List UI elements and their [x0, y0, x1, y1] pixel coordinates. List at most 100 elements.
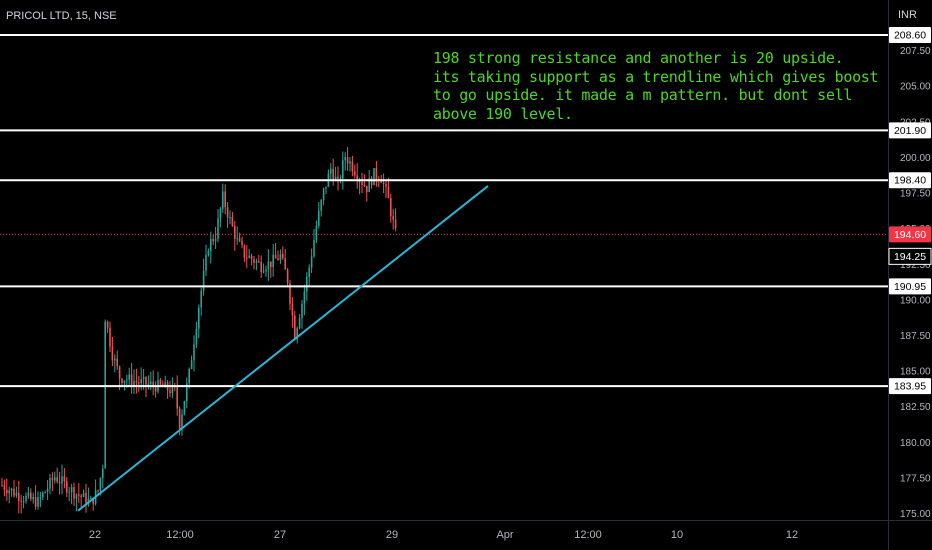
- candle-body: [30, 492, 32, 500]
- candle-body: [337, 176, 339, 179]
- candle-body: [282, 254, 284, 259]
- candle-body: [152, 381, 154, 387]
- level-price-label-bg: [889, 122, 931, 139]
- candle-body: [342, 160, 344, 179]
- candle-body: [270, 261, 272, 268]
- candle-body: [58, 481, 61, 484]
- candle-body: [322, 188, 325, 201]
- x-tick-label: 12:00: [166, 529, 194, 541]
- candle-body: [207, 251, 210, 256]
- candle-body: [313, 240, 315, 257]
- candle-body: [354, 171, 356, 176]
- candle-body: [10, 488, 13, 491]
- candle-body: [250, 255, 253, 260]
- candle-body: [202, 270, 205, 291]
- candle-body: [238, 238, 241, 242]
- level-price-label: 198.40: [894, 175, 926, 187]
- candle-body: [27, 492, 30, 496]
- candle-body: [334, 176, 337, 181]
- candle-body: [138, 382, 140, 384]
- price-axis[interactable]: 207.50205.00202.50200.00197.50195.00192.…: [888, 0, 932, 550]
- current-price-label-bg: [889, 226, 931, 243]
- candle-body: [358, 180, 361, 183]
- candle-body: [373, 168, 375, 185]
- candle-body: [171, 385, 174, 394]
- candle-body: [92, 497, 94, 504]
- candle-body: [63, 476, 66, 482]
- candle-body: [210, 239, 212, 252]
- candle-body: [277, 258, 279, 260]
- candle-body: [73, 487, 75, 499]
- candle-body: [44, 491, 46, 493]
- time-axis[interactable]: 22 12:00 27 29 Apr 12:00 10 12: [0, 520, 932, 542]
- candle-body: [255, 261, 258, 263]
- level-price-label: 208.60: [894, 29, 926, 41]
- trendline[interactable]: [77, 185, 489, 512]
- candle-body: [34, 497, 37, 507]
- candle-body: [308, 267, 310, 277]
- horizontal-levels-layer: [0, 33, 888, 388]
- y-tick-label: 180.00: [900, 438, 931, 449]
- candle-body: [279, 254, 282, 260]
- secondary-price-label: 194.25: [894, 251, 926, 263]
- candle-body: [61, 476, 63, 484]
- candle-body: [200, 290, 202, 308]
- candle-body: [325, 186, 327, 189]
- candle-body: [294, 315, 296, 340]
- current-price-label: 194.60: [894, 229, 926, 241]
- candle-body: [246, 257, 248, 259]
- note-line: above 190 level.: [433, 104, 573, 123]
- candle-body: [195, 328, 198, 345]
- candle-body: [169, 390, 171, 394]
- x-tick-label: 22: [89, 529, 101, 541]
- candle-body: [361, 182, 363, 185]
- candle-body: [193, 344, 195, 361]
- candle-body: [42, 492, 44, 498]
- candles-layer: [1, 146, 397, 514]
- candle-body: [390, 198, 392, 217]
- candle-body: [126, 379, 128, 381]
- y-tick-label: 207.50: [900, 46, 931, 57]
- candle-body: [18, 492, 20, 501]
- candle-body: [296, 328, 298, 340]
- candle-body: [99, 478, 102, 491]
- candle-body: [80, 495, 82, 497]
- candle-body: [159, 380, 162, 385]
- candle-body: [231, 217, 234, 226]
- candle-body: [241, 241, 243, 246]
- candle-body: [3, 485, 6, 490]
- candle-body: [22, 501, 25, 503]
- y-tick-label: 200.00: [900, 153, 931, 164]
- candle-body: [13, 488, 15, 496]
- x-tick-label: 10: [671, 529, 683, 541]
- candle-body: [32, 497, 34, 500]
- candle-body: [260, 261, 262, 273]
- symbol-title[interactable]: PRICOL LTD, 15, NSE: [6, 10, 117, 22]
- candle-body: [387, 186, 390, 199]
- candle-body: [133, 381, 135, 386]
- candle-body: [394, 219, 397, 229]
- candle-body: [121, 378, 123, 383]
- candle-body: [56, 477, 58, 482]
- candle-body: [178, 408, 181, 430]
- candle-body: [236, 238, 238, 240]
- y-tick-label: 190.00: [900, 295, 931, 306]
- candle-body: [102, 468, 104, 479]
- level-price-label-bg: [889, 378, 931, 395]
- candle-body: [375, 168, 378, 179]
- candle-body: [109, 327, 111, 347]
- note-line: to go upside. it made a m pattern. but d…: [433, 86, 853, 104]
- candle-body: [190, 360, 193, 369]
- level-price-label: 190.95: [894, 281, 926, 293]
- annotation-note[interactable]: 198 strong resistance and another is 20 …: [433, 49, 879, 123]
- candle-body: [104, 321, 106, 469]
- candle-body: [181, 414, 183, 430]
- y-tick-label: 175.00: [900, 509, 931, 520]
- candle-body: [310, 256, 313, 268]
- candle-body: [90, 497, 92, 499]
- candle-body: [25, 495, 27, 502]
- candle-body: [253, 259, 255, 263]
- candle-body: [46, 488, 49, 492]
- candle-body: [284, 258, 286, 270]
